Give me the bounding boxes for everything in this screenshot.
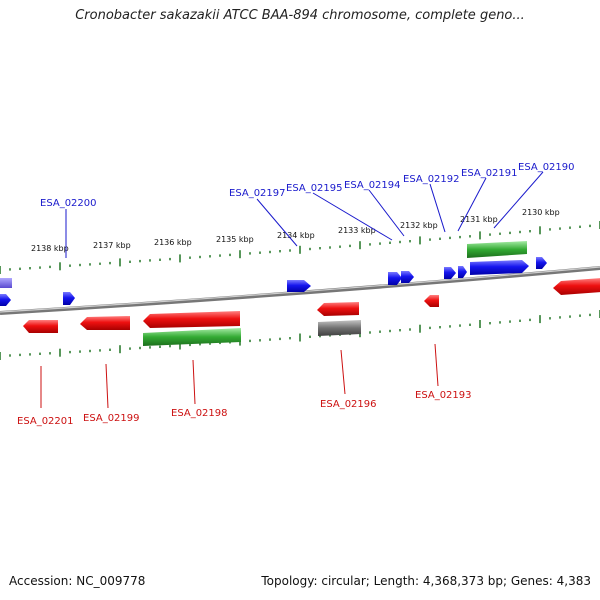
leader-esa-02194: [368, 189, 405, 237]
scale-label-2138: 2138 kbp: [31, 244, 69, 253]
gene-forward-small-right[interactable]: [536, 257, 547, 269]
scale-label-2135: 2135 kbp: [216, 235, 254, 244]
label-esa-02193[interactable]: ESA_02193: [415, 390, 472, 401]
scale-label-2134: 2134 kbp: [277, 231, 315, 240]
accession-text: Accession: NC_009778: [9, 574, 146, 588]
gene-esa-02191[interactable]: [458, 266, 467, 278]
gene-forward-offscreen-left[interactable]: [0, 278, 12, 288]
scale-label-2132: 2132 kbp: [400, 221, 438, 230]
leader-esa-02198: [192, 359, 196, 405]
upper-scale-ticks: [0, 221, 600, 274]
reverse-genes: [23, 278, 600, 346]
label-esa-02190[interactable]: ESA_02190: [518, 162, 575, 173]
forward-leaders: [65, 171, 544, 258]
gene-esa-02197[interactable]: [287, 280, 311, 292]
leader-esa-02190: [493, 171, 544, 229]
scale-label-2136: 2136 kbp: [154, 238, 192, 247]
leader-esa-02196: [340, 349, 346, 395]
gene-esa-02190-arrow[interactable]: [470, 260, 529, 275]
gene-esa-02190-cds[interactable]: [467, 241, 527, 258]
gene-esa-02198-arrow[interactable]: [143, 311, 240, 328]
gene-esa-02198-cds[interactable]: [143, 328, 241, 346]
label-esa-02197[interactable]: ESA_02197: [229, 188, 286, 199]
label-esa-02196[interactable]: ESA_02196: [320, 399, 377, 410]
gene-esa-02196-arrow[interactable]: [317, 302, 359, 316]
forward-genes: [0, 241, 547, 306]
topology-summary: Topology: circular; Length: 4,368,373 bp…: [261, 574, 591, 588]
scale-label-2131: 2131 kbp: [460, 215, 498, 224]
label-esa-02200[interactable]: ESA_02200: [40, 198, 97, 209]
gene-esa-02195[interactable]: [388, 272, 402, 285]
label-esa-02199[interactable]: ESA_02199: [83, 413, 140, 424]
map-title: Cronobacter sakazakii ATCC BAA-894 chrom…: [75, 8, 525, 23]
gene-reverse-right-edge[interactable]: [553, 278, 600, 295]
gene-esa-02192[interactable]: [444, 267, 456, 279]
leader-esa-02199: [105, 363, 109, 409]
leader-esa-02197: [256, 198, 298, 247]
scale-label-2137: 2137 kbp: [93, 241, 131, 250]
scale-label-2133: 2133 kbp: [338, 226, 376, 235]
gene-forward-edge[interactable]: [0, 294, 11, 306]
leader-esa-02193: [434, 343, 439, 387]
gene-esa-02196-cds[interactable]: [318, 320, 361, 336]
gene-esa-02194[interactable]: [401, 271, 414, 283]
scale-labels: 2138 kbp 2137 kbp 2136 kbp 2135 kbp 2134…: [31, 208, 560, 253]
scale-label-2130: 2130 kbp: [522, 208, 560, 217]
leader-esa-02192: [429, 183, 446, 233]
label-esa-02195[interactable]: ESA_02195: [286, 183, 343, 194]
label-esa-02194[interactable]: ESA_02194: [344, 180, 401, 191]
gene-esa-02201[interactable]: [23, 320, 58, 333]
label-esa-02198[interactable]: ESA_02198: [171, 408, 228, 419]
reverse-leaders: [40, 343, 439, 409]
gene-esa-02199[interactable]: [80, 316, 130, 330]
label-esa-02191[interactable]: ESA_02191: [461, 168, 518, 179]
label-esa-02192[interactable]: ESA_02192: [403, 174, 460, 185]
label-esa-02201[interactable]: ESA_02201: [17, 416, 74, 427]
gene-esa-02200[interactable]: [63, 292, 75, 305]
leader-esa-02195: [312, 192, 393, 241]
leader-esa-02191: [457, 177, 487, 232]
chromosome-backbone: [0, 266, 600, 315]
gene-esa-02193[interactable]: [424, 295, 439, 307]
